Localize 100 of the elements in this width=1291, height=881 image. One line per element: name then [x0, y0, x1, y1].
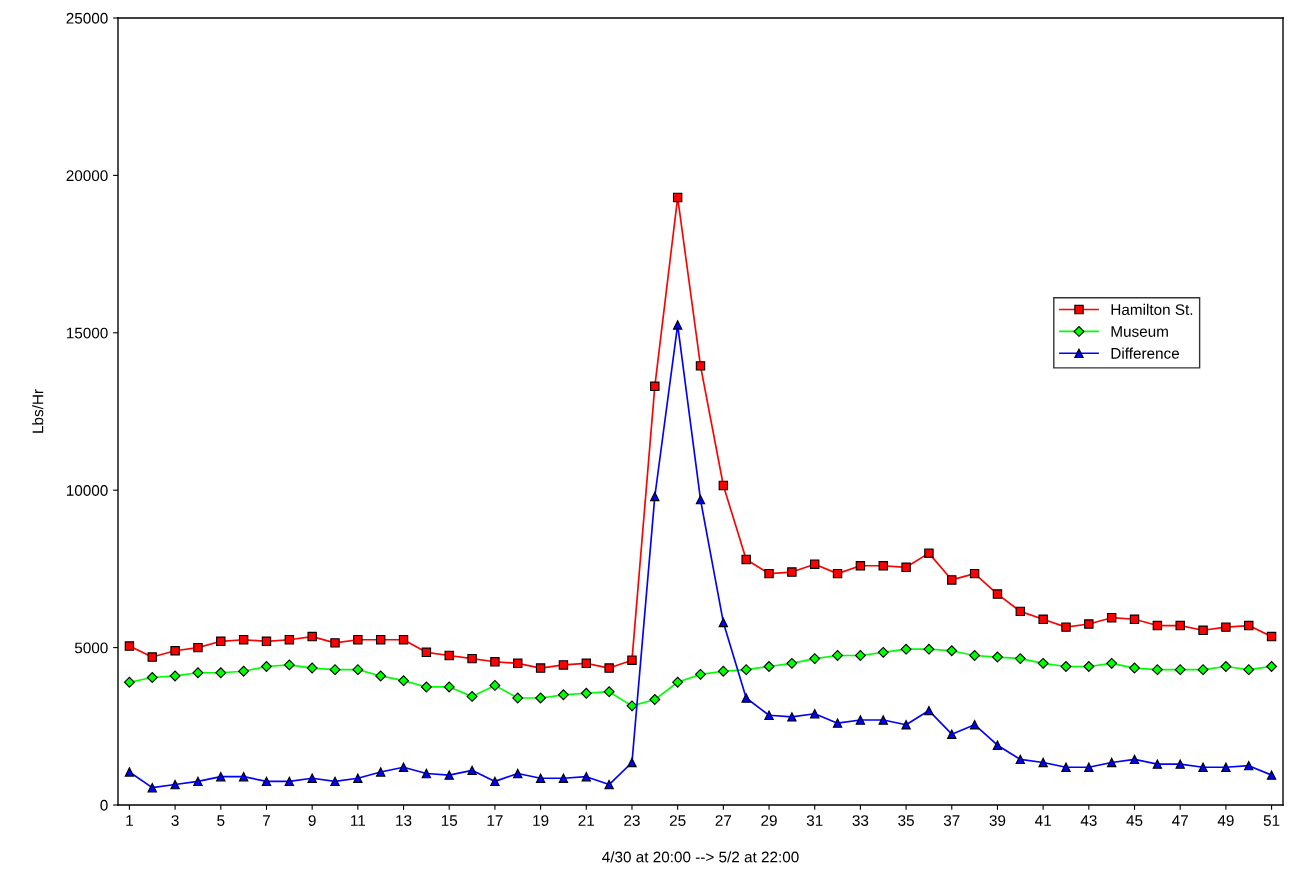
x-tick-label: 11	[351, 815, 366, 826]
point	[900, 643, 912, 655]
x-tick-label: 15	[441, 815, 458, 826]
point	[1015, 754, 1026, 765]
point	[901, 562, 911, 573]
point	[832, 650, 844, 661]
point	[466, 690, 478, 702]
point	[1106, 657, 1118, 669]
point	[375, 635, 386, 645]
point	[147, 652, 157, 662]
point	[467, 653, 477, 664]
point	[787, 567, 797, 577]
point	[1175, 759, 1185, 769]
y-tick-label: 10000	[66, 485, 108, 496]
point	[650, 491, 660, 502]
point	[741, 693, 751, 703]
point	[923, 643, 935, 655]
point	[992, 589, 1003, 599]
point	[238, 665, 250, 677]
x-tick-label: 23	[624, 815, 640, 826]
point	[809, 708, 820, 719]
point	[649, 694, 661, 706]
point	[330, 638, 340, 648]
point	[1244, 620, 1254, 631]
point	[718, 480, 729, 491]
point	[238, 635, 249, 645]
x-tick-label: 1	[126, 815, 133, 826]
legend-label: Hamilton St.	[1111, 303, 1193, 316]
point	[763, 661, 775, 672]
y-tick-label: 15000	[66, 327, 108, 339]
x-tick-label: 43	[1080, 815, 1097, 826]
x-tick-label: 49	[1217, 815, 1234, 826]
point	[695, 361, 706, 371]
x-tick-label: 35	[898, 815, 914, 826]
point	[489, 679, 501, 691]
point	[1266, 661, 1278, 672]
point	[1084, 762, 1094, 772]
point	[1037, 657, 1049, 669]
point	[717, 665, 729, 677]
point	[1129, 754, 1140, 765]
point	[741, 554, 751, 565]
point	[490, 776, 500, 787]
point	[216, 636, 226, 647]
point	[1060, 661, 1072, 672]
point	[1061, 762, 1071, 772]
point	[307, 631, 317, 642]
point	[443, 681, 455, 693]
point	[1221, 622, 1231, 632]
point	[1198, 762, 1208, 772]
point	[1084, 619, 1094, 629]
point	[261, 776, 272, 787]
point	[330, 776, 340, 787]
point	[238, 771, 249, 782]
point	[672, 192, 683, 203]
point	[352, 664, 364, 676]
point	[695, 668, 706, 680]
point	[672, 320, 683, 330]
point	[627, 655, 637, 665]
point	[535, 663, 546, 673]
x-tick-label: 45	[1126, 815, 1143, 826]
point	[718, 617, 729, 628]
point	[513, 768, 523, 779]
point	[1129, 614, 1140, 624]
y-tick-label: 0	[100, 799, 108, 811]
point	[969, 568, 980, 579]
point	[809, 653, 821, 665]
point	[261, 661, 272, 672]
point	[421, 768, 432, 779]
point	[215, 667, 227, 679]
point	[946, 645, 958, 657]
point	[398, 762, 409, 772]
point	[855, 561, 866, 571]
point	[170, 779, 180, 790]
point	[170, 646, 180, 656]
point	[329, 664, 341, 676]
point	[1061, 622, 1071, 632]
point	[306, 662, 318, 674]
point	[193, 776, 203, 787]
legend-label: Difference	[1111, 347, 1179, 359]
point	[535, 773, 546, 783]
x-tick-label: 31	[806, 815, 823, 826]
point	[192, 667, 204, 679]
x-tick-label: 3	[171, 815, 179, 826]
point	[878, 715, 888, 725]
point	[124, 641, 135, 651]
x-tick-label: 37	[943, 815, 960, 826]
point	[626, 700, 638, 712]
x-tick-label: 47	[1172, 815, 1188, 826]
point	[1106, 612, 1117, 623]
point	[444, 770, 454, 780]
point	[832, 718, 843, 728]
x-tick-label: 9	[308, 815, 316, 826]
point	[1106, 757, 1117, 768]
point	[764, 710, 774, 721]
point	[947, 729, 957, 739]
point	[513, 658, 523, 669]
point	[535, 692, 547, 704]
point	[558, 773, 569, 783]
point	[1266, 631, 1277, 642]
point	[1152, 759, 1163, 769]
